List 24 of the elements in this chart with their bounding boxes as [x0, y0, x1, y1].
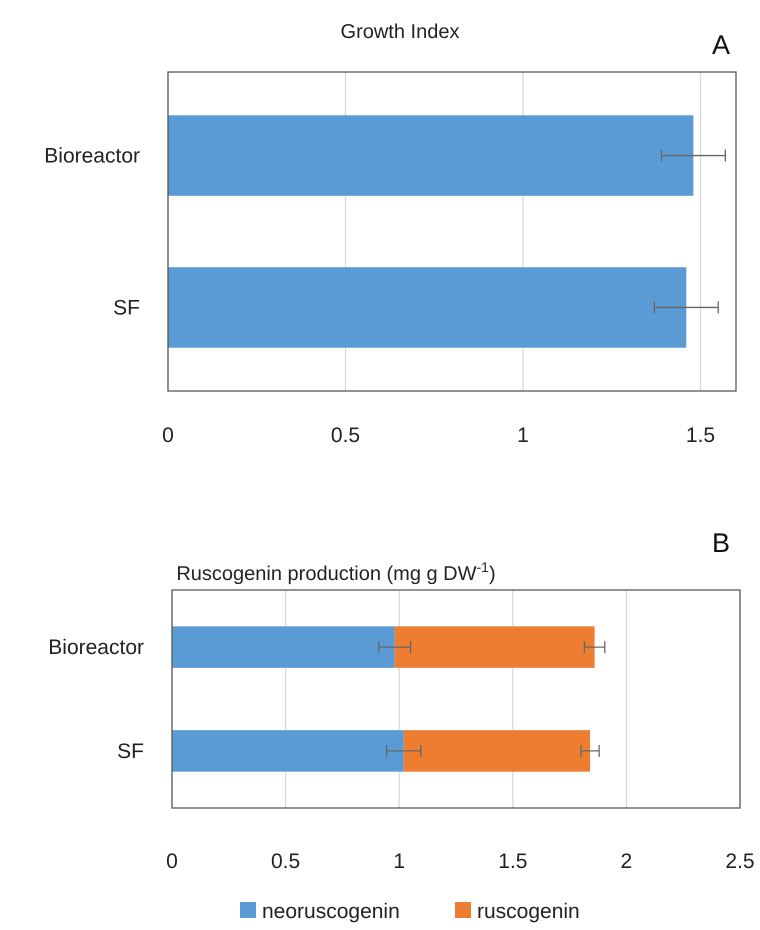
x-tick-label: 1.5 [686, 424, 716, 447]
x-tick-label: 1 [393, 850, 406, 873]
bar [172, 626, 395, 668]
bar [172, 730, 404, 772]
chart-title: Growth Index [340, 21, 460, 43]
chart-title: Ruscogenin production (mg g DW$^{-1}$) [176, 559, 496, 585]
y-tick-label: Bioreactor [44, 144, 140, 168]
x-tick-label: 1 [517, 424, 529, 447]
x-tick-label: 2 [620, 850, 632, 873]
y-tick-label: SF [117, 740, 144, 763]
x-tick-label: 0 [166, 850, 178, 873]
y-tick-label: SF [113, 296, 140, 320]
text: A [712, 30, 730, 60]
x-tick-label: 0 [162, 424, 174, 447]
y-tick-label: Bioreactor [48, 636, 144, 660]
legend-label: ruscogenin [477, 900, 580, 923]
x-tick-label: 0.5 [330, 424, 360, 447]
x-tick-label: 1.5 [498, 850, 528, 873]
bar [404, 730, 590, 772]
legend-label: neoruscogenin [262, 900, 400, 923]
text: B [712, 528, 730, 558]
bar [394, 626, 595, 668]
x-tick-label: 2.5 [725, 850, 755, 873]
x-tick-label: 0.5 [271, 850, 300, 873]
